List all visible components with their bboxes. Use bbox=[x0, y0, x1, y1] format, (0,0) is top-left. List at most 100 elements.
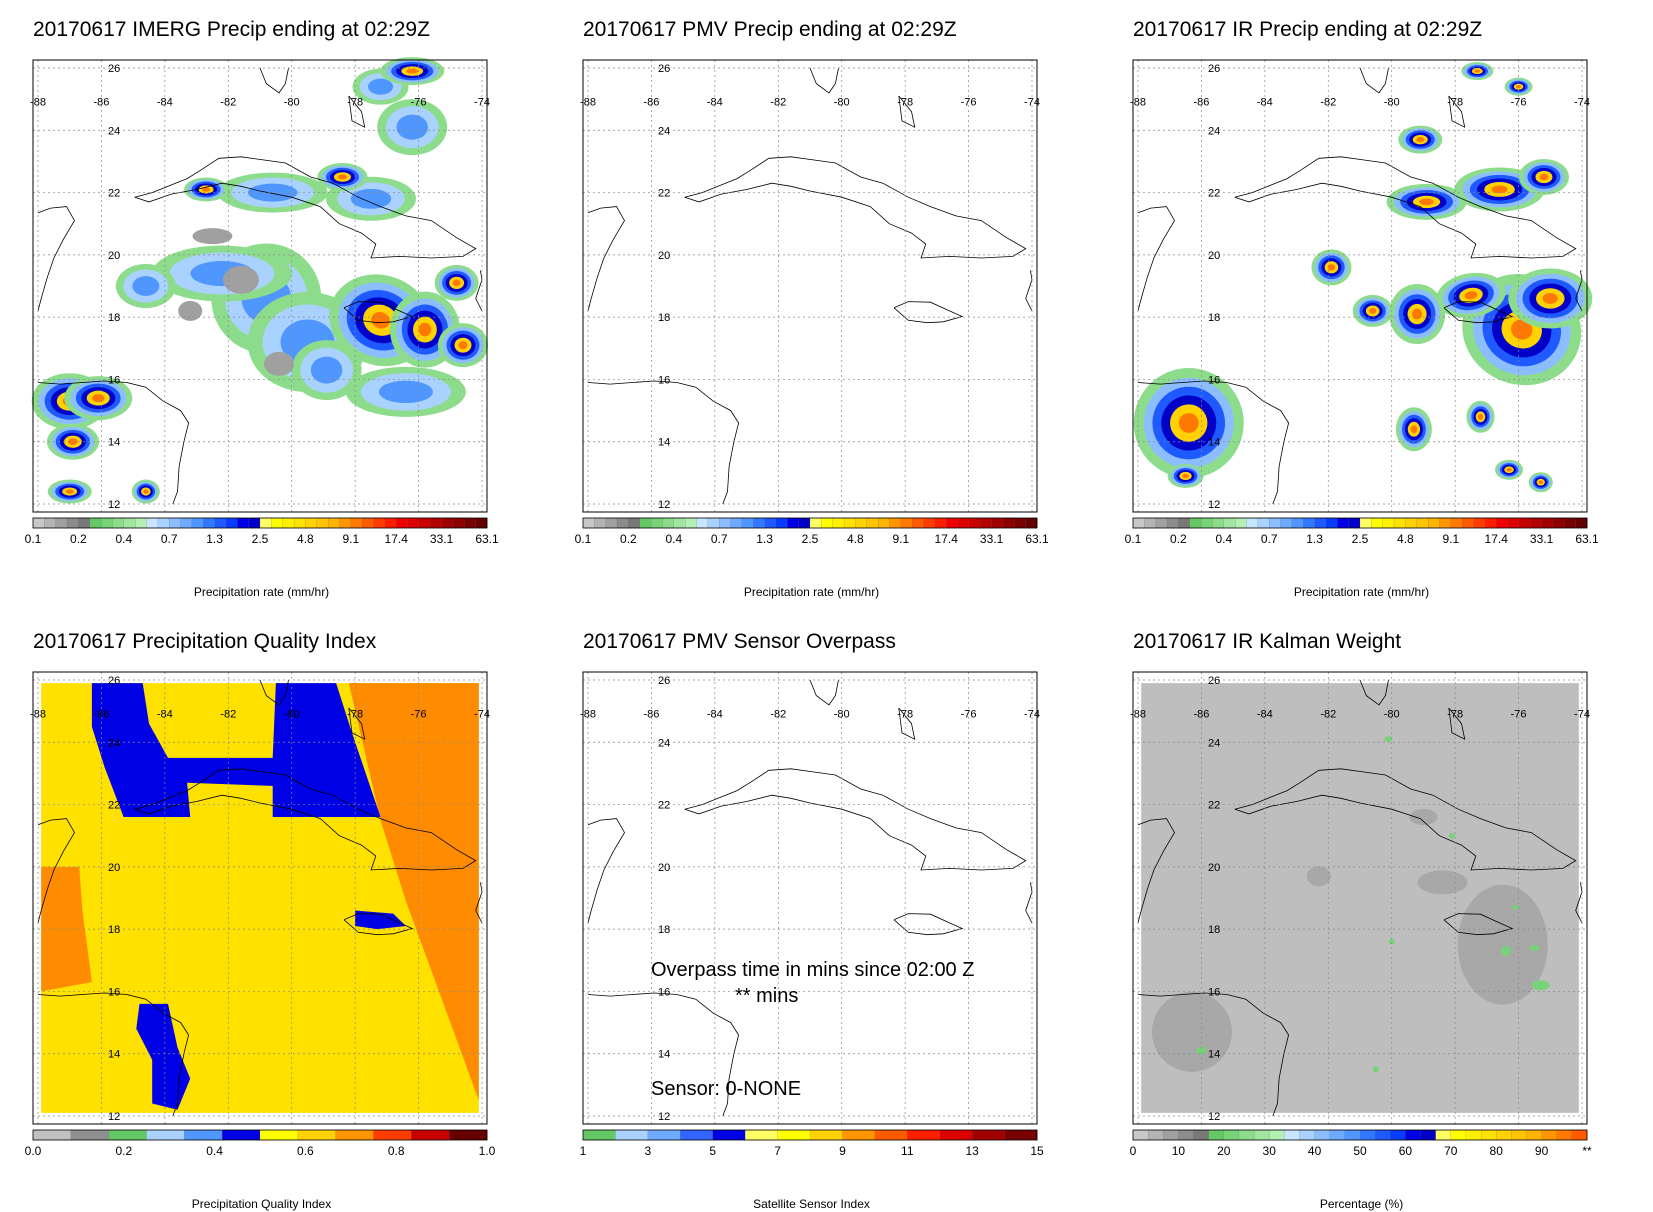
ir-convective-cell bbox=[1491, 185, 1508, 194]
colorbar-swatch bbox=[712, 1129, 746, 1141]
colorbar-swatch bbox=[946, 517, 958, 529]
colorbar-tick-label: 50 bbox=[1353, 1144, 1367, 1158]
colorbar-swatch bbox=[628, 517, 641, 529]
lon-tick-label: -88 bbox=[580, 708, 596, 720]
colorbar-tick-label: 17.4 bbox=[935, 532, 959, 546]
colorbar-swatch bbox=[1450, 1129, 1467, 1141]
colorbar-swatch bbox=[1359, 517, 1372, 529]
lon-tick-label: -88 bbox=[1130, 96, 1146, 108]
colorbar-tick-label: 2.5 bbox=[802, 532, 819, 546]
lon-tick-label: -84 bbox=[1257, 96, 1273, 108]
lat-tick-label: 24 bbox=[108, 125, 120, 137]
lat-tick-label: 18 bbox=[658, 924, 670, 936]
lon-tick-label: -76 bbox=[1511, 96, 1527, 108]
light-rain-area bbox=[247, 183, 298, 202]
colorbar: 0.1 0.2 0.4 0.7 1.3 2.5 4.8 9.1 17.4 33.1 63.1 bbox=[1125, 517, 1599, 546]
colorbar-swatch bbox=[1200, 517, 1213, 529]
colorbar-swatch bbox=[1166, 517, 1179, 529]
map-frame bbox=[32, 59, 488, 513]
lat-tick-label: 16 bbox=[1208, 986, 1220, 998]
colorbar-swatch bbox=[259, 1129, 299, 1141]
colorbar-swatch bbox=[1223, 517, 1236, 529]
colorbar-tick-label: 9.1 bbox=[1442, 532, 1459, 546]
colorbar-swatch bbox=[680, 1129, 714, 1141]
colorbar-swatch bbox=[32, 517, 45, 529]
colorbar-frame bbox=[582, 517, 1038, 529]
florida-coast bbox=[259, 679, 289, 706]
lat-tick-label: 12 bbox=[658, 1111, 670, 1123]
colorbar-tick-label: 63.1 bbox=[1575, 532, 1599, 546]
colorbar-swatch bbox=[282, 517, 295, 529]
kalman-high-weight-spot bbox=[1196, 1046, 1207, 1055]
colorbar-swatch bbox=[1144, 517, 1157, 529]
colorbar-swatch bbox=[1575, 517, 1588, 529]
colorbar-swatch bbox=[1507, 517, 1520, 529]
lat-tick-label: 18 bbox=[108, 924, 120, 936]
kalman-low-weight-area bbox=[1409, 809, 1438, 826]
colorbar-swatch bbox=[1450, 517, 1463, 529]
colorbar-tick-label: 0.1 bbox=[25, 532, 42, 546]
lon-tick-label: -80 bbox=[834, 96, 850, 108]
lon-tick-label: -78 bbox=[897, 96, 913, 108]
colorbar-swatch bbox=[1405, 517, 1418, 529]
ir-convective-cell bbox=[1410, 425, 1418, 434]
yucatan-coast bbox=[587, 818, 625, 923]
colorbar-swatch bbox=[350, 517, 363, 529]
colorbar-tick-label: 30 bbox=[1263, 1144, 1277, 1158]
convective-cell bbox=[65, 489, 74, 494]
lat-tick-label: 16 bbox=[658, 374, 670, 386]
colorbar-swatch bbox=[1541, 517, 1554, 529]
colorbar-swatch bbox=[1480, 1129, 1497, 1141]
lat-tick-label: 12 bbox=[1208, 499, 1220, 511]
colorbar-swatch bbox=[475, 517, 488, 529]
lon-tick-label: -80 bbox=[284, 708, 300, 720]
colorbar-tick-label: 33.1 bbox=[980, 532, 1004, 546]
colorbar-tick-label: 7 bbox=[774, 1144, 781, 1158]
colorbar-swatch bbox=[1348, 517, 1361, 529]
colorbar-swatch bbox=[730, 517, 743, 529]
colorbar-tick-label: 17.4 bbox=[1485, 532, 1509, 546]
cuba-coast bbox=[684, 156, 1027, 259]
colorbar-swatch bbox=[1269, 517, 1281, 529]
colorbar-tick-label: 40 bbox=[1308, 1144, 1322, 1158]
colorbar-tick-label: 1.3 bbox=[756, 532, 773, 546]
colorbar-label: Precipitation rate (mm/hr) bbox=[1293, 585, 1430, 599]
colorbar-swatch bbox=[934, 517, 947, 529]
colorbar-swatch bbox=[146, 1129, 185, 1141]
lat-tick-label: 18 bbox=[108, 312, 120, 324]
lat-tick-label: 22 bbox=[658, 800, 670, 812]
colorbar-swatch bbox=[1496, 1129, 1512, 1141]
colorbar-swatch bbox=[293, 517, 306, 529]
cuba-coast bbox=[134, 768, 477, 871]
colorbar-tick-label: 33.1 bbox=[1530, 532, 1554, 546]
colorbar-tick-label: 4.8 bbox=[1397, 532, 1414, 546]
yucatan-coast bbox=[1137, 818, 1175, 923]
lon-tick-label: -80 bbox=[284, 96, 300, 108]
colorbar-swatch bbox=[639, 517, 652, 529]
colorbar-swatch bbox=[1314, 1129, 1331, 1141]
colorbar-swatch bbox=[180, 517, 193, 529]
colorbar-tick-label: 1.3 bbox=[1306, 532, 1323, 546]
honduras-coast bbox=[587, 380, 740, 505]
colorbar-tick-label: 60 bbox=[1399, 1144, 1413, 1158]
colorbar-swatch bbox=[907, 1129, 941, 1141]
colorbar-swatch bbox=[222, 1129, 261, 1141]
lon-tick-label: -82 bbox=[1320, 708, 1336, 720]
andros-coast bbox=[348, 95, 366, 128]
lon-tick-label: -86 bbox=[643, 708, 659, 720]
colorbar-tick-label: 0.8 bbox=[388, 1144, 405, 1158]
colorbar-swatch bbox=[271, 517, 284, 529]
kalman-low-weight-area bbox=[1417, 870, 1468, 895]
colorbar: 0.1 0.2 0.4 0.7 1.3 2.5 4.8 9.1 17.4 33.1 63.1 bbox=[575, 517, 1049, 546]
lon-tick-label: -84 bbox=[157, 708, 173, 720]
lat-tick-label: 26 bbox=[1208, 63, 1220, 75]
colorbar-swatch bbox=[373, 1129, 412, 1141]
colorbar-swatch bbox=[191, 517, 204, 529]
colorbar-tick-label: 2.5 bbox=[252, 532, 269, 546]
colorbar-tick-label: 0.1 bbox=[575, 532, 592, 546]
colorbar-tick-label: 0.4 bbox=[1215, 532, 1232, 546]
colorbar-label: Precipitation rate (mm/hr) bbox=[743, 585, 880, 599]
florida-coast bbox=[259, 67, 289, 94]
lon-tick-label: -88 bbox=[1130, 708, 1146, 720]
convective-cell bbox=[371, 311, 390, 329]
